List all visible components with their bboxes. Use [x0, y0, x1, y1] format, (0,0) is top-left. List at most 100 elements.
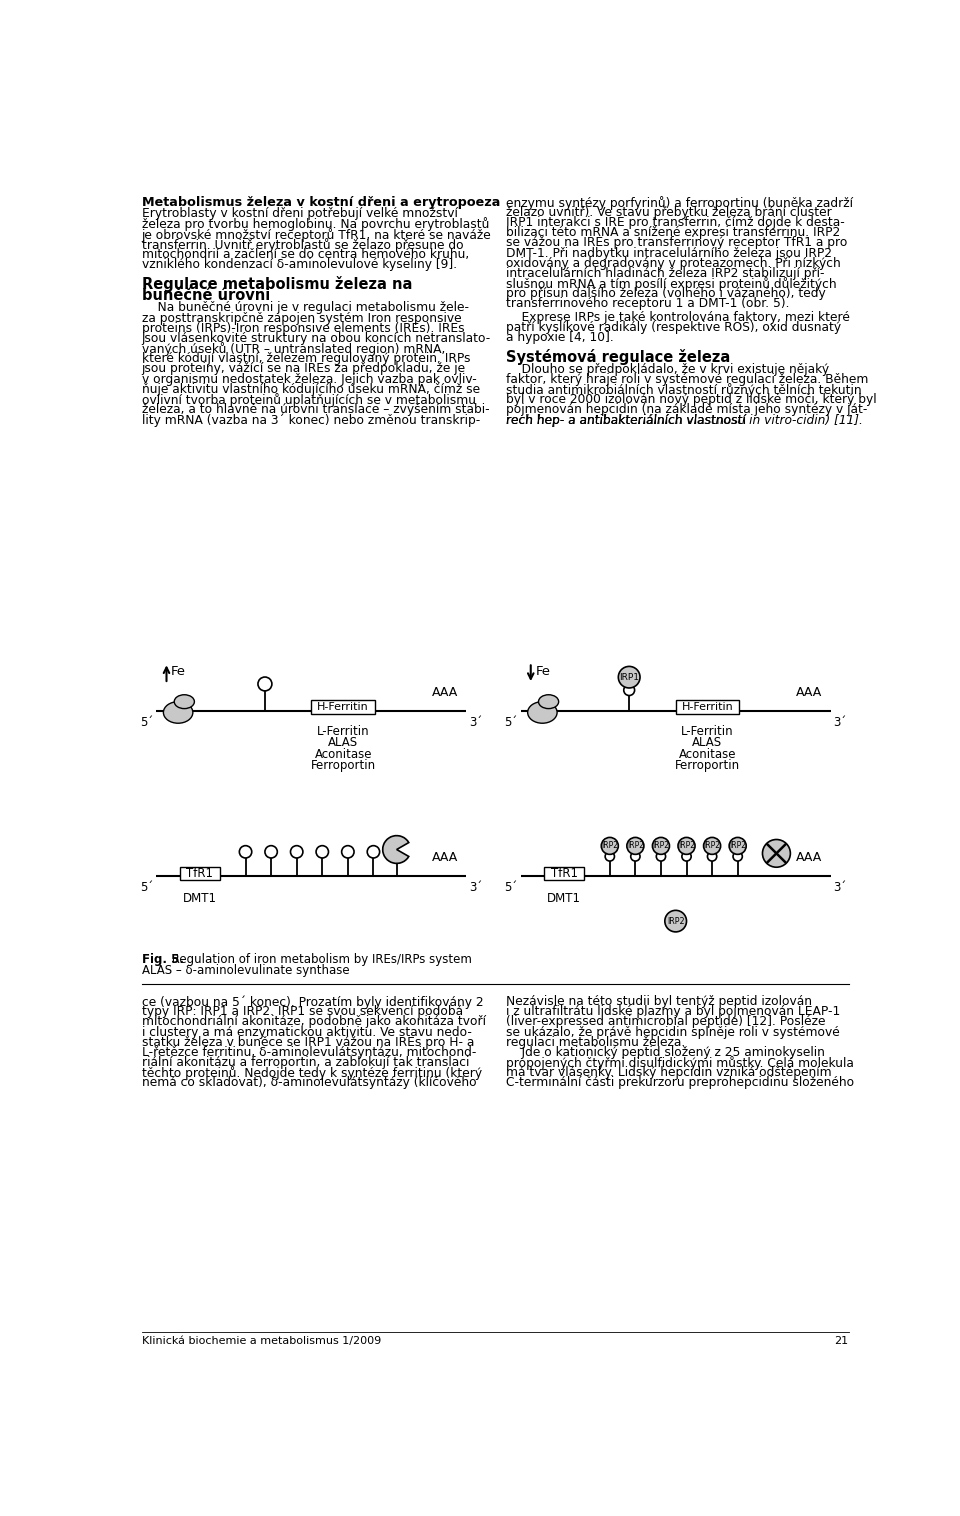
Text: TfR1: TfR1	[186, 867, 213, 879]
Text: Fe: Fe	[171, 666, 186, 679]
Text: jsou proteiny, vážící se na IREs za předpokladu, že je: jsou proteiny, vážící se na IREs za před…	[142, 362, 466, 376]
Circle shape	[316, 846, 328, 858]
Circle shape	[605, 852, 614, 861]
Text: 5´: 5´	[140, 716, 154, 729]
Circle shape	[631, 852, 640, 861]
Text: ALAS: ALAS	[692, 737, 723, 749]
Circle shape	[342, 846, 354, 858]
Circle shape	[291, 846, 303, 858]
Text: Regulace metabolismu železa na: Regulace metabolismu železa na	[142, 276, 412, 293]
Text: IRP2: IRP2	[653, 841, 669, 850]
Text: 5´: 5´	[140, 881, 154, 894]
Text: Fe: Fe	[536, 666, 550, 679]
Text: Systémová regulace železa: Systémová regulace železa	[506, 349, 731, 365]
Text: L-řetězce ferritinu, δ-aminolevulátsyntázu, mitochond-: L-řetězce ferritinu, δ-aminolevulátsyntá…	[142, 1046, 476, 1058]
Text: proteins (IRPs)-Iron responsive elements (IREs). IREs: proteins (IRPs)-Iron responsive elements…	[142, 321, 465, 335]
Text: vzniklého kondenzací δ-aminolevulové kyseliny [9].: vzniklého kondenzací δ-aminolevulové kys…	[142, 258, 457, 271]
Text: (liver-expressed antimicrobial peptide) [12]. Posléze: (liver-expressed antimicrobial peptide) …	[506, 1016, 826, 1028]
Text: H-Ferritin: H-Ferritin	[318, 702, 369, 713]
Text: želazo uvnitř). Ve stavu přebytku železa brání cluster: želazo uvnitř). Ve stavu přebytku železa…	[506, 206, 831, 218]
Text: ňuje aktivitu vlastního kódujícího úseku mRNA, čímž se: ňuje aktivitu vlastního kódujícího úseku…	[142, 382, 480, 396]
Text: které kódují vlastní, železem regulovaný protein. IRPs: které kódují vlastní, železem regulovaný…	[142, 352, 470, 365]
Text: enzymu syntézy porfyrinů) a ferroportinu (buněka zadrží: enzymu syntézy porfyrinů) a ferroportinu…	[506, 196, 852, 209]
Text: statku železa v buněce se IRP1 vážou na IREs pro H- a: statku železa v buněce se IRP1 vážou na …	[142, 1035, 474, 1049]
FancyBboxPatch shape	[544, 867, 585, 879]
Text: DMT-1. Při nadbytku intracelulárního železa jsou IRP2: DMT-1. Při nadbytku intracelulárního žel…	[506, 247, 832, 259]
Text: 3´: 3´	[833, 881, 847, 894]
Text: nemá co skladovat), δ-aminolevulátsyntázy (klíčového: nemá co skladovat), δ-aminolevulátsyntáz…	[142, 1076, 476, 1090]
Text: ALAS: ALAS	[328, 737, 358, 749]
FancyBboxPatch shape	[676, 700, 739, 714]
Text: mitochondriální akonitáze, podobně jako akonitáza tvoří: mitochondriální akonitáze, podobně jako …	[142, 1016, 486, 1028]
Text: pojmenován hepcidin (na základě místa jeho syntézy v ját-: pojmenován hepcidin (na základě místa je…	[506, 403, 867, 417]
Text: Jde o kationický peptid složený z 25 aminokyselin: Jde o kationický peptid složený z 25 ami…	[506, 1046, 825, 1058]
Text: oxidovány a degradovány v proteazomech. Při nízkých: oxidovány a degradovány v proteazomech. …	[506, 256, 841, 270]
Text: Ferroportin: Ferroportin	[675, 760, 740, 773]
Ellipse shape	[528, 702, 557, 723]
Text: Regulation of iron metabolism by IREs/IRPs system: Regulation of iron metabolism by IREs/IR…	[168, 954, 472, 967]
Text: 5´: 5´	[504, 881, 517, 894]
Text: IRP2: IRP2	[678, 841, 695, 850]
Text: AAA: AAA	[796, 850, 822, 864]
Text: L-Ferritin: L-Ferritin	[317, 725, 370, 738]
Text: Aconitase: Aconitase	[679, 747, 736, 761]
Text: byl v roce 2000 izolován nový peptid z lidské moči, který byl: byl v roce 2000 izolován nový peptid z l…	[506, 393, 876, 406]
Text: DMT1: DMT1	[547, 891, 581, 905]
Text: Klinická biochemie a metabolismus 1/2009: Klinická biochemie a metabolismus 1/2009	[142, 1336, 381, 1346]
Text: intracelulárních hladinách železa IRP2 stabilizují pří-: intracelulárních hladinách železa IRP2 s…	[506, 267, 825, 280]
Circle shape	[657, 852, 665, 861]
Circle shape	[624, 685, 635, 696]
Text: vaných úseků (UTR – untranslated region) mRNA,: vaných úseků (UTR – untranslated region)…	[142, 343, 445, 356]
Text: transferrin. Uvnitř erytroblastů se želazo přesune do: transferrin. Uvnitř erytroblastů se žela…	[142, 238, 464, 252]
Circle shape	[601, 837, 618, 855]
Text: se vážou na IREs pro transferrinový receptor TfR1 a pro: se vážou na IREs pro transferrinový rece…	[506, 236, 848, 250]
Text: AAA: AAA	[796, 685, 822, 699]
Text: Exprese IRPs je také kontrolována faktory, mezi které: Exprese IRPs je také kontrolována faktor…	[506, 311, 850, 323]
Text: v organismu nedostatek železa. Jejich vazba pak ovliv-: v organismu nedostatek železa. Jejich va…	[142, 373, 476, 385]
Text: slušnou mRNA a tím posílí expresi proteinů důležitých: slušnou mRNA a tím posílí expresi protei…	[506, 277, 836, 291]
Text: AAA: AAA	[432, 685, 458, 699]
Text: ovlivní tvorba proteinů uplatňujících se v metabolismu: ovlivní tvorba proteinů uplatňujících se…	[142, 393, 476, 406]
Text: železa pro tvorbu hemoglobinu. Na povrchu erytroblastů: železa pro tvorbu hemoglobinu. Na povrch…	[142, 217, 489, 232]
Text: se ukázalo, že právě hepcidin splněje roli v systémové: se ukázalo, že právě hepcidin splněje ro…	[506, 1025, 840, 1038]
Circle shape	[653, 837, 669, 855]
Text: IRP2: IRP2	[704, 841, 721, 850]
Text: 21: 21	[834, 1336, 849, 1346]
Circle shape	[708, 852, 717, 861]
Text: riální akonitázu a ferroportin, a zablokují tak translaci: riální akonitázu a ferroportin, a zablok…	[142, 1057, 469, 1069]
Text: ce (vazbou na 5´ konec). Prozatím byly identifikovány 2: ce (vazbou na 5´ konec). Prozatím byly i…	[142, 994, 483, 1008]
Text: rech hep- a antibakteriálních vlastností in vitro-cidin) [11].: rech hep- a antibakteriálních vlastností…	[506, 414, 864, 426]
Text: lity mRNA (vazba na 3´ konec) nebo změnou transkrip-: lity mRNA (vazba na 3´ konec) nebo změno…	[142, 414, 480, 426]
Text: za posttranskripčně zapojen systém Iron responsive: za posttranskripčně zapojen systém Iron …	[142, 312, 462, 324]
Circle shape	[265, 846, 277, 858]
Circle shape	[730, 837, 746, 855]
FancyBboxPatch shape	[311, 700, 375, 714]
Circle shape	[258, 678, 272, 691]
Circle shape	[762, 840, 790, 867]
Text: faktor, který hraje roli v systémové regulaci železa. Během: faktor, který hraje roli v systémové reg…	[506, 373, 869, 387]
Text: má tvar vlásenky. Lidský hepcidin vzniká odštěpením: má tvar vlásenky. Lidský hepcidin vzniká…	[506, 1066, 831, 1079]
Text: jsou vlásenkovité struktury na obou koncích netranslato-: jsou vlásenkovité struktury na obou konc…	[142, 332, 491, 346]
Text: patří kyslíkové radikály (respektive ROS), oxid dusnatý: patří kyslíkové radikály (respektive ROS…	[506, 321, 841, 334]
Ellipse shape	[175, 694, 194, 708]
Circle shape	[239, 846, 252, 858]
Text: těchto proteinů. Nedojde tedy k syntéze ferritinu (který: těchto proteinů. Nedojde tedy k syntéze …	[142, 1066, 482, 1081]
Circle shape	[627, 837, 644, 855]
Text: rech hep- a antibakteriálních vlastností: rech hep- a antibakteriálních vlastností	[506, 414, 750, 426]
FancyBboxPatch shape	[180, 867, 220, 879]
Text: buněčné úrovni: buněčné úrovni	[142, 288, 270, 303]
Circle shape	[704, 837, 721, 855]
Text: TfR1: TfR1	[551, 867, 578, 879]
Circle shape	[665, 910, 686, 932]
Wedge shape	[383, 835, 409, 864]
Text: IRP2: IRP2	[601, 841, 618, 850]
Text: Metabolismus železa v kostní dřeni a erytropoeza: Metabolismus železa v kostní dřeni a ery…	[142, 196, 500, 209]
Text: propojených čtyřmi disulfidickými můstky. Celá molekula: propojených čtyřmi disulfidickými můstky…	[506, 1057, 853, 1070]
Text: mitochondrií a začlení se do centra hemového kruhu,: mitochondrií a začlení se do centra hemo…	[142, 249, 468, 261]
Text: Dlouho se předpokládalo, že v krvi existuje nějaký: Dlouho se předpokládalo, že v krvi exist…	[506, 362, 829, 376]
Text: transferrinového receptoru 1 a DMT-1 (obr. 5).: transferrinového receptoru 1 a DMT-1 (ob…	[506, 297, 789, 311]
Text: Ferroportin: Ferroportin	[311, 760, 375, 773]
Text: typy IRP: IRP1 a IRP2. IRP1 se svou sekvencí podobá: typy IRP: IRP1 a IRP2. IRP1 se svou sekv…	[142, 1005, 463, 1019]
Text: H-Ferritin: H-Ferritin	[682, 702, 733, 713]
Text: regulaci metabolismu železa.: regulaci metabolismu železa.	[506, 1035, 685, 1049]
